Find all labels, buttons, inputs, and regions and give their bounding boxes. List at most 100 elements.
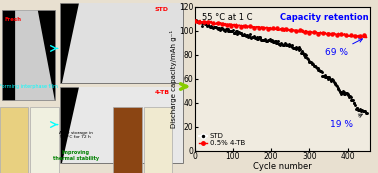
Point	[344, 91, 350, 94]
Point	[362, 110, 368, 113]
Point	[305, 59, 311, 62]
Point	[256, 36, 262, 38]
Point	[263, 39, 270, 42]
Point	[312, 65, 318, 67]
Point	[328, 79, 335, 81]
Point	[351, 101, 357, 104]
Point	[309, 62, 315, 65]
Point	[347, 96, 353, 99]
Point	[208, 25, 214, 28]
Text: After storage in
55 °C for 72 h: After storage in 55 °C for 72 h	[59, 131, 93, 139]
Point	[330, 79, 336, 81]
Text: Capacity retention: Capacity retention	[280, 13, 369, 22]
Point	[301, 54, 307, 57]
Point	[299, 52, 305, 54]
Point	[274, 27, 280, 30]
Point	[355, 108, 361, 111]
Point	[338, 90, 344, 93]
Point	[219, 23, 225, 26]
Point	[360, 110, 366, 113]
Text: 69 %: 69 %	[325, 39, 363, 57]
Point	[335, 87, 341, 90]
Point	[206, 24, 212, 27]
Point	[222, 28, 228, 31]
Point	[203, 23, 209, 26]
Point	[240, 32, 246, 35]
Point	[238, 32, 244, 35]
Point	[220, 27, 226, 30]
Point	[336, 89, 342, 92]
Point	[205, 22, 211, 25]
Point	[353, 108, 359, 110]
Point	[347, 34, 353, 37]
Point	[282, 42, 288, 44]
Point	[357, 35, 363, 38]
Point	[322, 73, 328, 76]
Point	[237, 32, 243, 35]
Text: 55 °C at 1 C: 55 °C at 1 C	[202, 13, 252, 22]
Point	[314, 66, 321, 69]
Point	[324, 76, 330, 79]
Point	[217, 28, 223, 31]
Point	[273, 40, 279, 43]
Point	[349, 99, 355, 102]
Point	[293, 48, 299, 51]
Point	[228, 30, 234, 33]
Text: Fresh: Fresh	[5, 17, 22, 22]
Point	[260, 26, 266, 29]
Point	[350, 98, 356, 101]
Point	[304, 57, 310, 60]
Point	[325, 33, 331, 35]
Point	[316, 68, 322, 71]
Point	[268, 40, 274, 43]
Point	[202, 21, 208, 24]
Point	[276, 42, 282, 45]
Point	[192, 19, 198, 22]
Point	[252, 37, 258, 40]
Point	[258, 38, 264, 41]
Point	[293, 29, 299, 32]
Point	[280, 43, 287, 46]
Point	[215, 27, 222, 30]
Point	[257, 36, 263, 39]
Point	[327, 78, 333, 80]
Point	[245, 36, 251, 38]
Text: Forming interphase film: Forming interphase film	[0, 84, 58, 89]
Point	[341, 91, 347, 94]
Point	[270, 40, 276, 43]
Point	[361, 110, 367, 113]
Point	[358, 108, 364, 111]
Point	[352, 104, 358, 106]
Point	[256, 27, 262, 30]
Point	[279, 44, 286, 47]
Point	[254, 38, 260, 40]
Point	[278, 42, 284, 45]
Point	[228, 29, 234, 32]
Point	[292, 46, 298, 49]
Point	[204, 24, 210, 27]
Point	[319, 70, 325, 73]
Point	[305, 58, 311, 61]
Point	[198, 20, 204, 23]
Point	[321, 74, 327, 77]
Point	[193, 19, 199, 21]
Point	[231, 32, 237, 35]
Point	[247, 25, 253, 28]
Point	[355, 106, 361, 109]
Point	[334, 33, 340, 36]
Point	[297, 48, 303, 51]
Point	[281, 44, 287, 47]
Point	[347, 94, 353, 97]
Point	[194, 20, 200, 22]
Polygon shape	[15, 10, 55, 100]
Point	[234, 29, 240, 32]
Point	[289, 44, 295, 47]
Point	[201, 23, 208, 25]
Point	[302, 53, 308, 56]
Point	[224, 23, 230, 26]
Point	[311, 31, 317, 34]
Point	[257, 36, 263, 39]
Point	[359, 109, 365, 112]
Point	[209, 26, 215, 29]
Point	[332, 82, 338, 84]
